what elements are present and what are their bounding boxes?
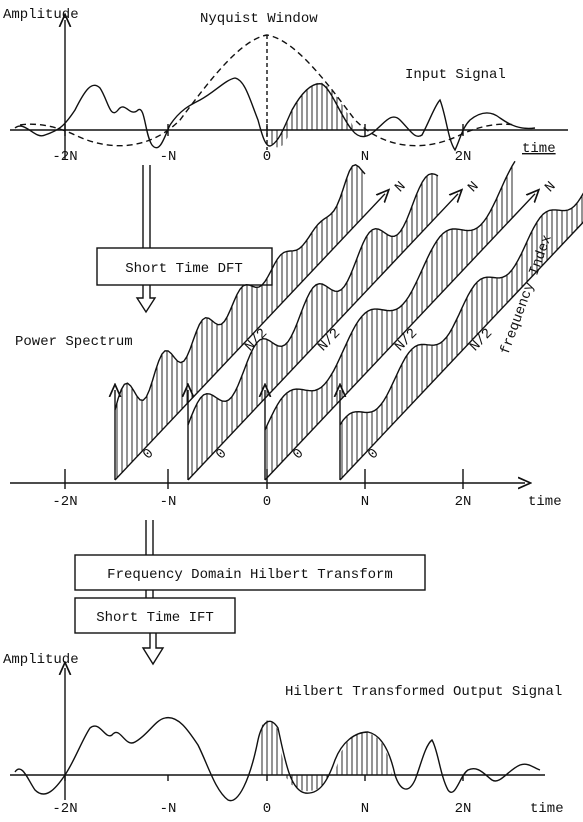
dft-box-label: Short Time DFT (125, 261, 243, 277)
tick-label: -2N (52, 494, 77, 510)
tick-label: 0 (263, 494, 271, 510)
axis-label: Amplitude (3, 7, 79, 23)
tick-labels: -2N -N 0 N 2N (52, 124, 471, 165)
frame-end-label: N (392, 179, 409, 196)
frame-end-label: N (542, 179, 559, 196)
frequency-axis (339, 221, 583, 481)
tick-label: 0 (263, 801, 271, 817)
top-panel: Amplitude Nyquist Window Input Signal ti… (3, 7, 568, 165)
window-label: Nyquist Window (200, 11, 318, 27)
windowed-area (258, 720, 285, 775)
tick-label: 2N (455, 494, 472, 510)
tick-label: -N (160, 149, 177, 165)
ift-box (74, 597, 236, 634)
bottom-panel: Amplitude Hilbert Transformed Output Sig… (3, 652, 564, 817)
windowed-area (285, 82, 354, 130)
frame-start-label: 0 (213, 446, 230, 463)
spectrum-curve (187, 172, 439, 426)
time-label: time (528, 494, 562, 510)
windowed-area (335, 732, 392, 775)
spectrum-area (115, 164, 365, 481)
flow-arrow (141, 633, 165, 666)
spectrum-curve (114, 164, 366, 411)
tick-label: 2N (455, 149, 472, 165)
tick-label: 2N (455, 801, 472, 817)
spectrum-area (188, 173, 438, 480)
frame-end-label: N (465, 179, 482, 196)
tick-label: N (361, 801, 369, 817)
tick-label: -N (160, 494, 177, 510)
windowed-area (285, 775, 330, 792)
flow-arrow (135, 285, 157, 314)
tick-labels: -2N -N 0 N 2N (52, 469, 471, 510)
frequency-axis (187, 194, 458, 481)
ift-box-label: Short Time IFT (96, 610, 214, 626)
tick-label: 0 (263, 149, 271, 165)
tick-labels: -2N -N 0 N 2N (52, 775, 471, 817)
hilbert-box (74, 554, 426, 591)
dft-box (96, 247, 273, 286)
signal-label: Input Signal (405, 67, 506, 83)
tick-label: -N (160, 801, 177, 817)
input-signal (14, 77, 536, 152)
output-signal (14, 716, 541, 802)
frequency-axis (114, 194, 385, 481)
axis-label: Amplitude (3, 652, 79, 668)
tick-label: N (361, 494, 369, 510)
panel-title: Power Spectrum (15, 334, 133, 350)
hilbert-box-label: Frequency Domain Hilbert Transform (107, 567, 393, 583)
time-label: time (530, 801, 564, 817)
frame-start-label: 0 (365, 446, 382, 463)
tick-label: N (361, 149, 369, 165)
spectrum-curve (264, 160, 516, 431)
time-label: time (522, 141, 556, 157)
tick-label: -2N (52, 801, 77, 817)
frequency-axis (264, 194, 535, 481)
frame-start-label: 0 (290, 446, 307, 463)
tick-label: -2N (52, 149, 77, 165)
signal-label: Hilbert Transformed Output Signal (285, 684, 562, 700)
frame-start-label: 0 (140, 446, 157, 463)
spectrum-curve (339, 192, 583, 426)
spectrum-area (265, 161, 515, 481)
spectrum-area (340, 193, 583, 480)
nyquist-window (19, 34, 516, 147)
